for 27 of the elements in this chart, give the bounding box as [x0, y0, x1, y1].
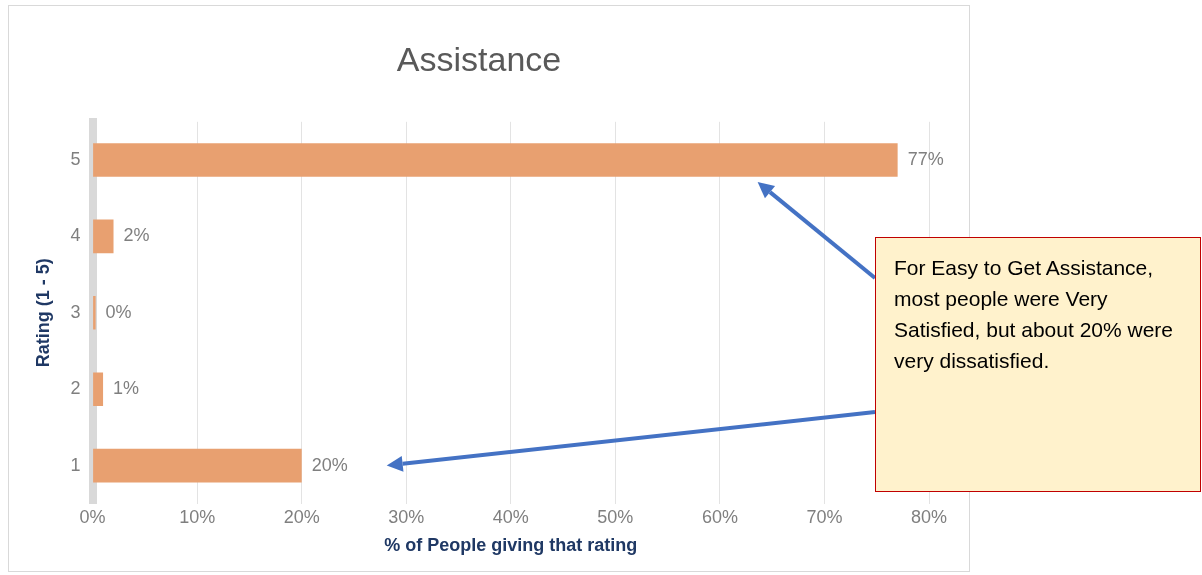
y-tick-label: 4 [70, 225, 81, 246]
bar [93, 219, 114, 254]
chart-title: Assistance [396, 39, 562, 78]
data-label: 0% [105, 301, 132, 322]
y-axis-title: Rating (1 - 5) [32, 258, 53, 368]
x-tick-label: 40% [492, 506, 529, 527]
x-tick-label: 0% [79, 506, 106, 527]
y-tick-label: 3 [70, 301, 81, 322]
data-label: 20% [311, 454, 348, 475]
data-label: 2% [123, 225, 150, 246]
bar [93, 372, 104, 407]
callout-box: For Easy to Get Assistance, most people were Very Satisfied, but about 20% were very dissatisfied. [875, 237, 1201, 492]
x-tick-label: 10% [179, 506, 216, 527]
bar [93, 448, 302, 483]
x-tick-label: 70% [806, 506, 843, 527]
y-tick-label: 1 [70, 454, 81, 475]
x-tick-label: 20% [283, 506, 320, 527]
x-tick-label: 80% [910, 506, 948, 527]
x-tick-label: 50% [597, 506, 634, 527]
x-tick-label: 60% [701, 506, 738, 527]
data-label: 1% [113, 378, 140, 399]
x-tick-label: 30% [388, 506, 425, 527]
y-tick-label: 2 [70, 378, 81, 399]
data-label: 77% [907, 148, 944, 169]
bar [93, 143, 898, 177]
x-axis-title: % of People giving that rating [384, 535, 638, 556]
y-tick-label: 5 [70, 148, 81, 169]
